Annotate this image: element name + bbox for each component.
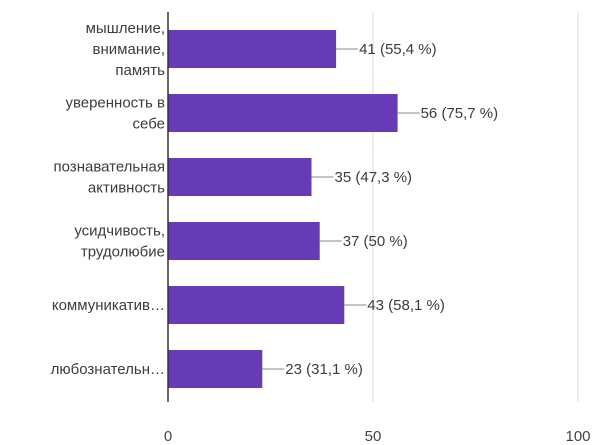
category-label: любознательн…	[51, 361, 165, 378]
bar	[168, 350, 263, 388]
category-label: память	[115, 62, 165, 79]
value-label: 37 (50 %)	[343, 233, 408, 250]
value-label: 23 (31,1 %)	[285, 361, 363, 378]
category-label: себе	[133, 116, 165, 133]
category-label: трудолюбие	[81, 244, 165, 261]
value-label: 41 (55,4 %)	[359, 41, 437, 58]
category-label: мышление,	[86, 20, 165, 37]
bar	[168, 30, 337, 68]
category-label: уверенность в	[65, 95, 165, 112]
bar	[168, 158, 312, 196]
category-label: внимание,	[93, 41, 165, 58]
x-tick-label: 100	[565, 428, 590, 445]
bar	[168, 222, 320, 260]
value-label: 56 (75,7 %)	[421, 105, 499, 122]
category-label: активность	[88, 180, 165, 197]
bar	[168, 94, 398, 132]
category-label: коммуникатив…	[52, 297, 165, 314]
category-label: познавательная	[54, 159, 165, 176]
x-tick-label: 0	[164, 428, 172, 445]
category-label: усидчивость,	[74, 223, 165, 240]
bar	[168, 286, 345, 324]
value-label: 43 (58,1 %)	[367, 297, 445, 314]
x-tick-label: 50	[365, 428, 382, 445]
value-label: 35 (47,3 %)	[335, 169, 413, 186]
